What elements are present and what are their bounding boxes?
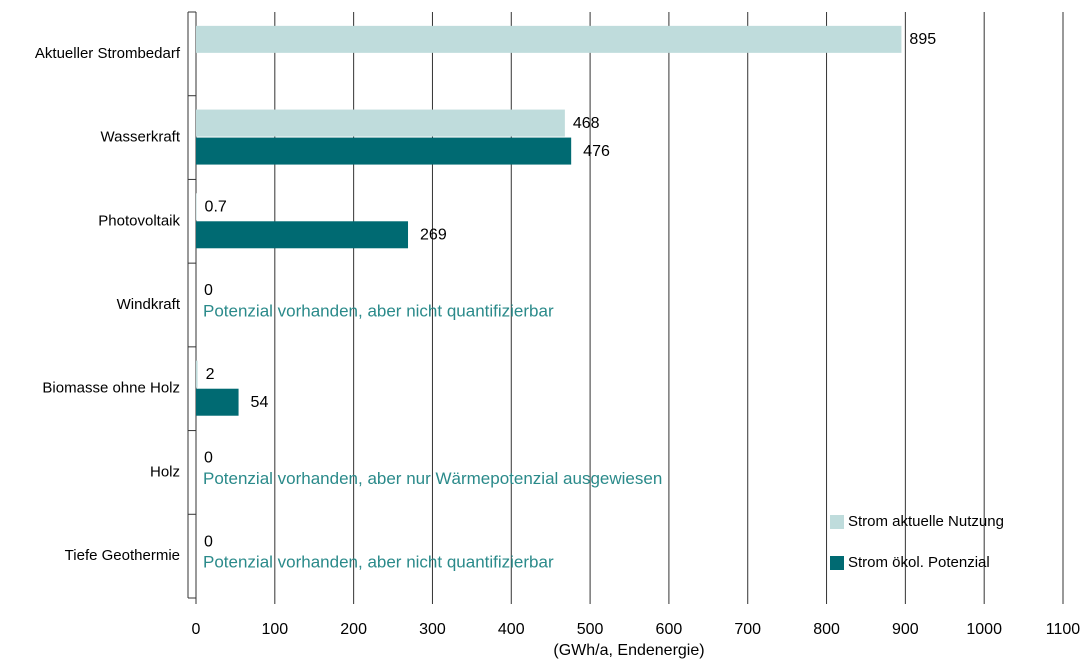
x-tick-label: 100	[261, 621, 288, 638]
y-tick-label: Holz	[150, 463, 180, 480]
bar	[196, 221, 409, 249]
legend-label: Strom aktuelle Nutzung	[848, 513, 1004, 530]
x-tick-label: 600	[656, 621, 683, 638]
annotation: Potenzial vorhanden, aber nicht quantifi…	[203, 301, 554, 320]
x-tick-label: 200	[340, 621, 367, 638]
x-tick-label: 0	[192, 621, 201, 638]
x-tick-label: 900	[892, 621, 919, 638]
x-tick-label: 300	[419, 621, 446, 638]
x-tick-label: 400	[498, 621, 525, 638]
data-label: 0	[204, 533, 213, 550]
bar	[196, 388, 239, 416]
y-tick-label: Photovoltaik	[98, 212, 180, 229]
data-label: 0	[204, 450, 213, 467]
data-label: 54	[251, 394, 269, 411]
x-tick-label: 700	[734, 621, 761, 638]
y-tick-label: Aktueller Strombedarf	[35, 45, 181, 62]
x-tick-label: 1100	[1046, 621, 1081, 638]
data-label: 468	[573, 115, 600, 132]
annotation: Potenzial vorhanden, aber nicht quantifi…	[203, 553, 554, 572]
data-label: 2	[206, 366, 215, 383]
data-label: 0.7	[205, 199, 227, 216]
x-axis-title: (GWh/a, Endenergie)	[553, 642, 704, 659]
y-tick-label: Biomasse ohne Holz	[42, 380, 180, 397]
x-tick-label: 800	[813, 621, 840, 638]
legend-swatch	[830, 515, 844, 529]
data-label: 476	[583, 143, 610, 160]
x-tick-label: 1000	[966, 621, 1002, 638]
y-tick-label: Wasserkraft	[101, 129, 181, 146]
bar	[196, 25, 902, 53]
x-tick-label: 500	[577, 621, 604, 638]
data-label: 895	[909, 31, 936, 48]
data-label: 0	[204, 282, 213, 299]
legend-label: Strom ökol. Potenzial	[848, 554, 990, 571]
data-label: 269	[420, 227, 447, 244]
y-tick-label: Tiefe Geothermie	[65, 547, 180, 564]
legend-swatch	[830, 556, 844, 570]
bar	[196, 109, 565, 137]
annotation: Potenzial vorhanden, aber nur Wärmepoten…	[203, 469, 662, 488]
bar	[196, 360, 198, 388]
bar	[196, 137, 572, 165]
y-tick-label: Windkraft	[117, 296, 181, 313]
bar	[196, 193, 197, 221]
